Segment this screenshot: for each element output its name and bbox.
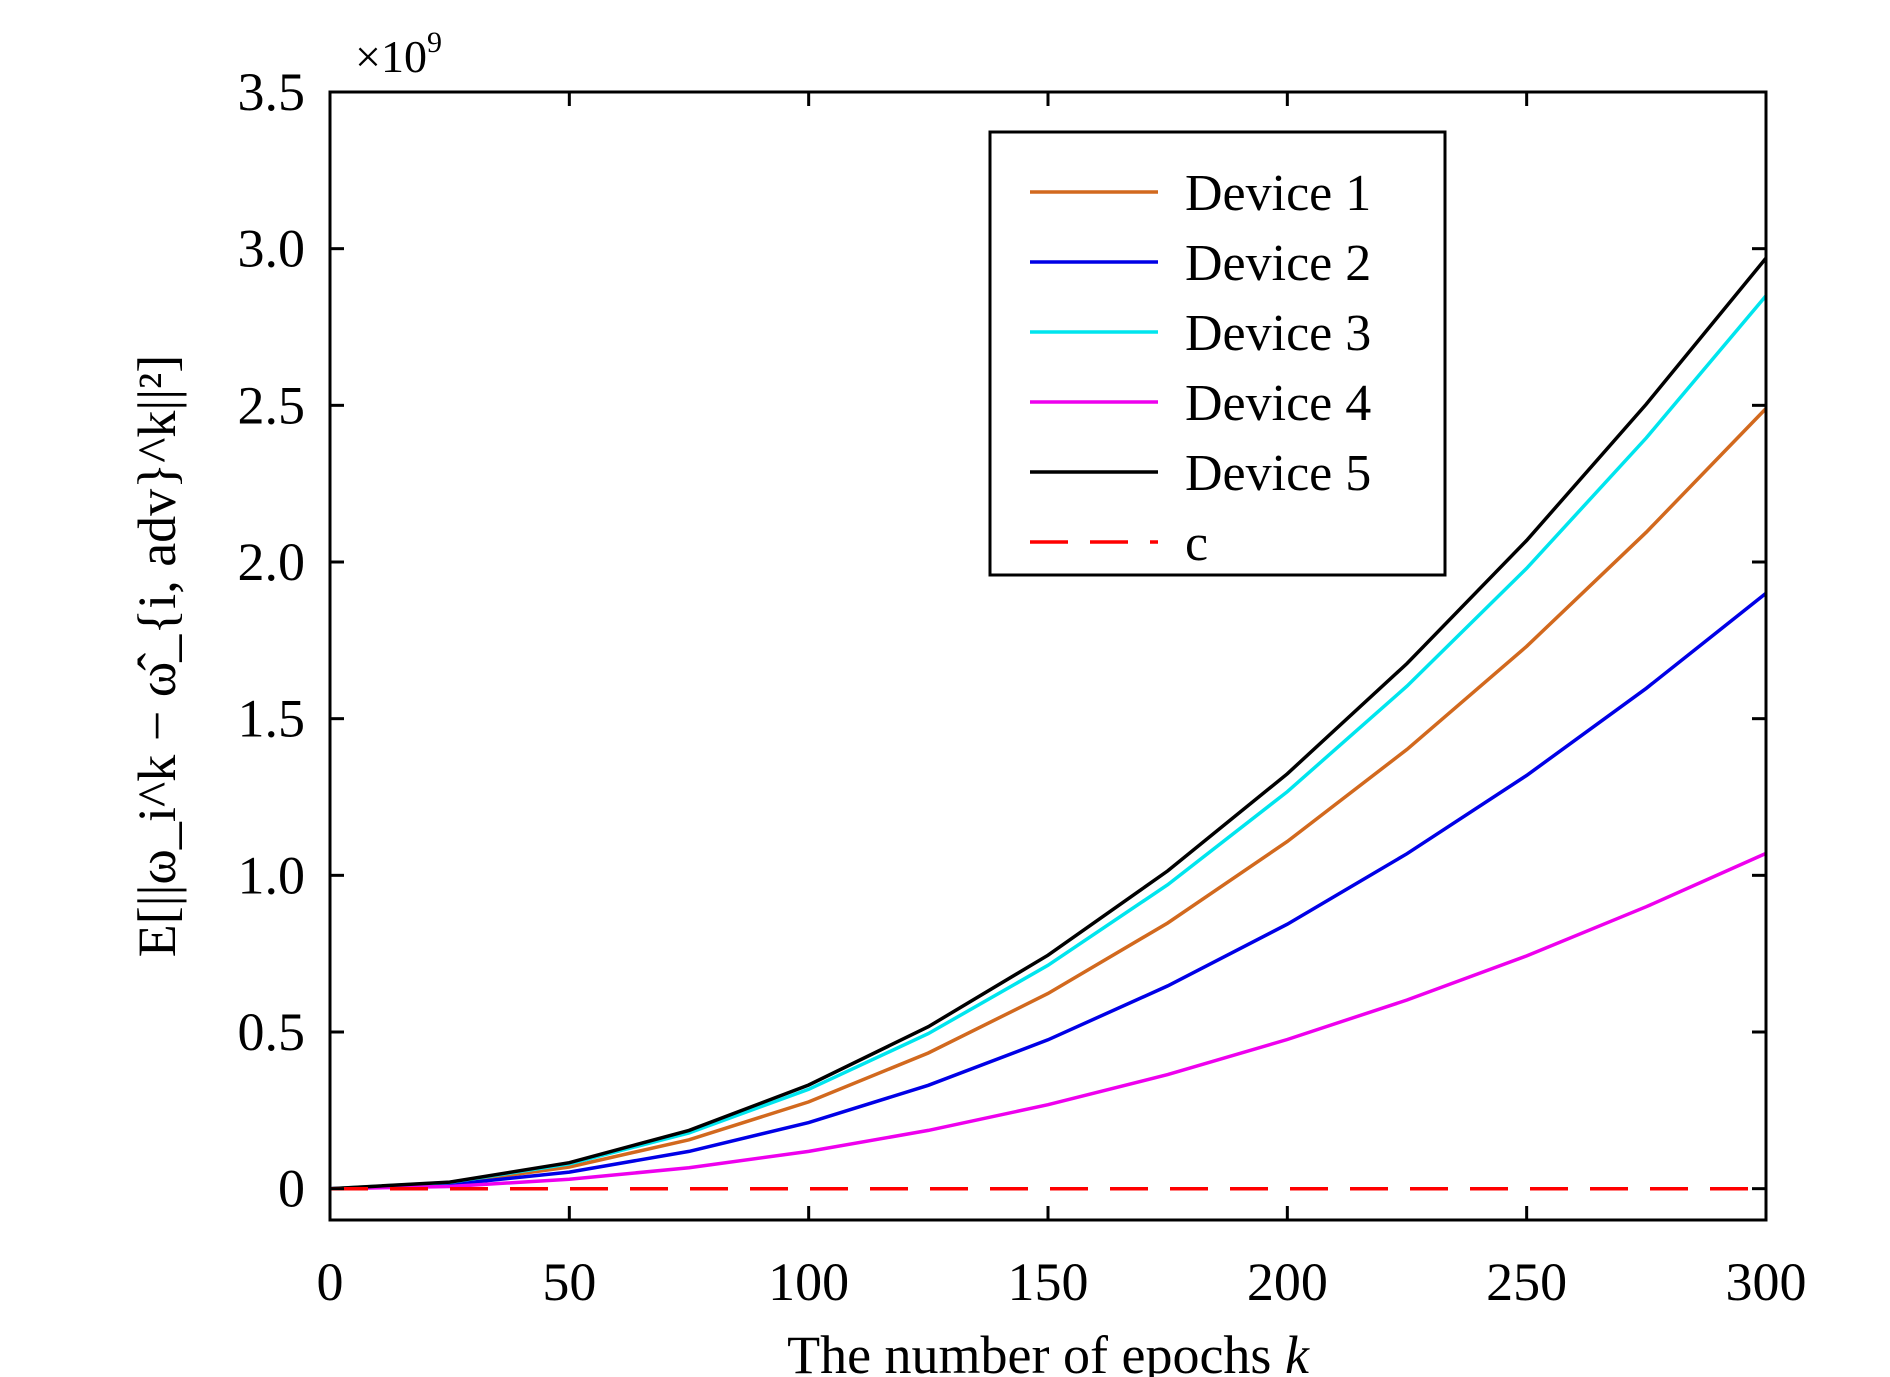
legend-label-5: Device 5	[1185, 445, 1371, 502]
y-multiplier: ×109	[355, 26, 442, 82]
y-tick-label: 0	[278, 1159, 305, 1219]
y-tick-label: 2.0	[238, 532, 306, 592]
legend-label-6: c	[1185, 515, 1208, 572]
y-tick-label: 0.5	[238, 1002, 306, 1062]
x-tick-label: 0	[317, 1252, 344, 1312]
legend-box	[988, 130, 1447, 577]
series-layer	[329, 256, 1768, 1191]
x-tick-label: 150	[1008, 1252, 1089, 1312]
x-tick-label: 300	[1726, 1252, 1807, 1312]
y-axis-label: E[||ω_i^k − ω̂_{i, adv}^k||²]	[127, 355, 187, 957]
x-axis-label-variable: k	[1285, 1325, 1310, 1377]
y-multiplier-base: ×10	[355, 31, 427, 82]
x-axis-label-text: The number of epochs	[787, 1325, 1271, 1377]
y-tick-label: 1.5	[238, 689, 306, 749]
x-tick-label: 200	[1247, 1252, 1328, 1312]
tick-layer: 0 50 100 150 200 250 300 0 0.5 1.0 1.5 2.0 2.5 3.0 3.5	[238, 62, 1807, 1312]
legend-layer: Device 1 Device 2 Device 3 Device 4 Device 5…	[1030, 165, 1371, 572]
y-tick-label: 2.5	[238, 375, 306, 435]
legend-label-4: Device 4	[1185, 375, 1371, 432]
x-axis-label: The number of epochs k	[787, 1325, 1310, 1377]
series-line-4	[329, 851, 1767, 1191]
x-tick-label: 250	[1486, 1252, 1567, 1312]
y-multiplier-exponent: 9	[427, 26, 442, 59]
y-tick-label: 3.0	[238, 219, 306, 279]
legend-label-1: Device 1	[1185, 165, 1371, 222]
legend-label-3: Device 3	[1185, 305, 1371, 362]
y-tick-label: 3.5	[238, 62, 306, 122]
x-tick-label: 100	[768, 1252, 849, 1312]
y-tick-label: 1.0	[238, 845, 306, 905]
series-line-2	[329, 591, 1768, 1191]
series-line-1	[329, 407, 1768, 1191]
x-tick-label: 50	[542, 1252, 596, 1312]
legend-label-2: Device 2	[1185, 235, 1371, 292]
series-line-5	[329, 256, 1768, 1191]
